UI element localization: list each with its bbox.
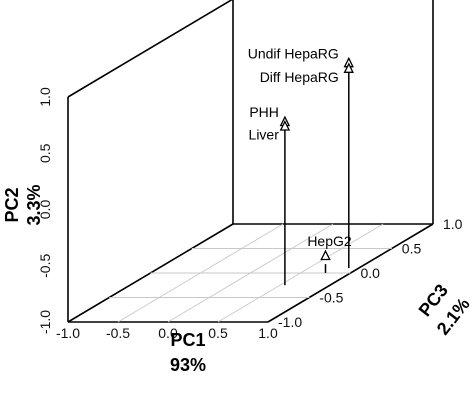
y-tick-label: 1.0	[37, 87, 53, 107]
point-label: HepG2	[307, 233, 352, 249]
x-tick-label: -0.5	[106, 325, 130, 341]
box-edge-top-left-depth	[67, 0, 233, 98]
point-label: Liver	[249, 127, 280, 143]
x-tick-label: -1.0	[56, 325, 80, 341]
tick-labels: -1.0 -0.5 0.0 0.5 1.0-1.0-0.50.00.51.0-1.0-0…	[37, 87, 463, 341]
z-tick-label: 0.0	[361, 265, 381, 281]
z-tick-label: 0.5	[402, 241, 422, 257]
data-point-triangle	[320, 249, 331, 261]
z-tick-label: -1.0	[278, 314, 302, 330]
point-label: PHH	[249, 104, 279, 120]
y-axis-subtitle: 3.3%	[24, 184, 44, 225]
y-axis-title: PC2	[2, 187, 22, 222]
z-tick-label: -0.5	[319, 290, 343, 306]
point-label: Undif HepaRG	[248, 45, 339, 61]
y-tick-label: -1.0	[37, 310, 53, 334]
x-tick-label: 0.0	[158, 325, 178, 341]
data-point-triangle	[343, 62, 354, 73]
point-labels: Undif HepaRG Diff HepaRG PHH Liver HepG2	[248, 45, 352, 249]
y-tick-label: 0.5	[37, 143, 53, 163]
x-axis-title: PC1	[170, 330, 205, 350]
x-tick-label: 0.5	[208, 325, 228, 341]
floor-grid	[109, 223, 392, 323]
y-tick-label: -0.5	[37, 254, 53, 278]
data-marks	[279, 56, 354, 286]
data-point-triangle	[279, 120, 291, 131]
x-axis-subtitle: 93%	[170, 355, 206, 375]
z-tick-label: 1.0	[443, 216, 463, 232]
y-tick-label: 0.0	[37, 200, 53, 220]
point-label: Diff HepaRG	[260, 69, 339, 85]
x-tick-label: 1.0	[258, 325, 278, 341]
axis-titles: PC1 93% PC2 3.3% PC3 2.1%	[2, 184, 474, 375]
